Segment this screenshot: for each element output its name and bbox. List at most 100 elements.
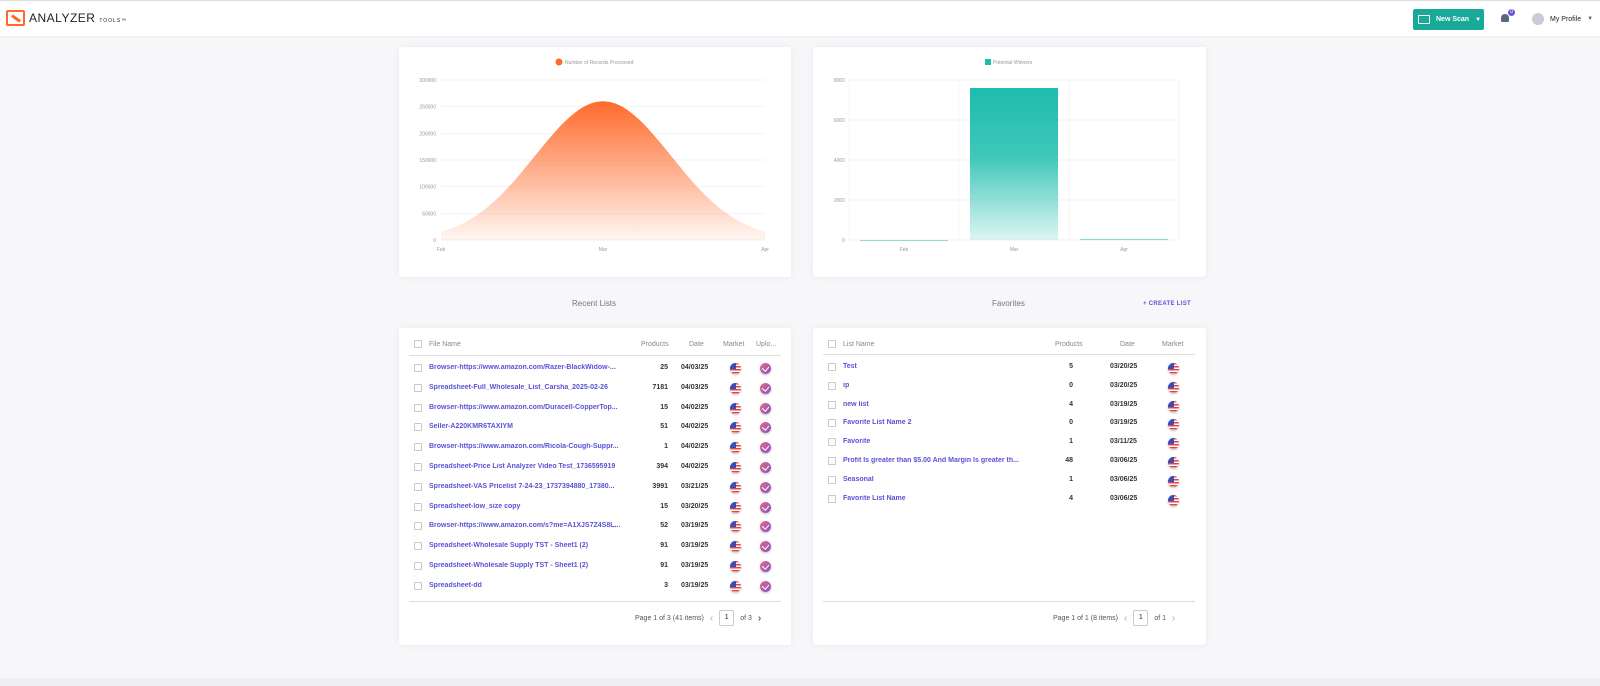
row-checkbox[interactable] <box>414 463 422 471</box>
table-row[interactable]: Browser-https://www.amazon.com/Duracell-… <box>399 402 791 416</box>
uploaded-check-icon <box>760 442 771 454</box>
file-name-link[interactable]: Spreadsheet-Full_Wholesale_List_Carsha_2… <box>429 383 608 391</box>
row-checkbox[interactable] <box>828 419 836 428</box>
table-row[interactable]: Spreadsheet-Price List Analyzer Video Te… <box>399 461 791 475</box>
table-row[interactable]: Browser-https://www.amazon.com/s?me=A1XJ… <box>399 520 791 534</box>
file-name-link[interactable]: Spreadsheet-Price List Analyzer Video Te… <box>429 463 616 470</box>
products-count: 1 <box>664 443 668 451</box>
us-flag-icon <box>730 363 741 374</box>
select-all-checkbox[interactable] <box>828 340 836 348</box>
page-input[interactable]: 1 <box>1133 610 1149 626</box>
file-name-link[interactable]: Browser-https://www.amazon.com/s?me=A1XJ… <box>429 522 621 530</box>
page-input[interactable]: 1 <box>719 610 735 626</box>
list-name-link[interactable]: Favorite List Name <box>843 494 906 502</box>
legend-swatch <box>985 59 991 65</box>
row-checkbox[interactable] <box>828 438 836 447</box>
file-name-link[interactable]: Seller-A220KMR6TAXIYM <box>429 423 513 431</box>
table-row[interactable]: ip 0 03/20/25 <box>813 380 1206 394</box>
bar <box>1080 239 1168 241</box>
profile-menu[interactable]: My Profile ▼ <box>1532 13 1593 25</box>
app-logo[interactable]: ANALYZER TOOLS™ <box>6 10 127 26</box>
table-row[interactable]: Favorite 1 03/11/25 <box>813 436 1206 450</box>
table-row[interactable]: Profit Is greater than $5.00 And Margin … <box>813 455 1206 469</box>
create-list-button[interactable]: + CREATE LIST <box>1143 301 1191 307</box>
row-checkbox[interactable] <box>414 443 422 452</box>
row-checkbox[interactable] <box>414 581 422 590</box>
file-name-link[interactable]: Spreadsheet-VAS Pricelist 7-24-23_173739… <box>429 482 615 490</box>
records-area-chart: Number of Records Processed 300000 250000 2… <box>419 58 769 253</box>
file-name-link[interactable]: Spreadsheet-Wholesale Supply TST - Sheet… <box>429 562 589 569</box>
column-header-market[interactable]: Market <box>723 341 745 348</box>
file-name-link[interactable]: Spreadsheet-low_size copy <box>429 502 521 510</box>
column-header-uploaded[interactable]: Uplo... <box>756 341 777 348</box>
bell-icon[interactable] <box>1500 13 1510 24</box>
y-tick-label: 4000 <box>834 158 845 164</box>
chevron-left-icon[interactable]: ‹ <box>709 612 714 624</box>
column-header-date[interactable]: Date <box>689 341 704 348</box>
pager-summary: Page 1 of 1 (8 items) <box>1053 614 1118 622</box>
bar <box>970 88 1058 240</box>
table-row[interactable]: Favorite List Name 4 03/06/25 <box>813 493 1206 507</box>
row-checkbox[interactable] <box>414 403 422 412</box>
row-checkbox[interactable] <box>414 423 422 432</box>
column-header-list-name[interactable]: List Name <box>843 341 875 348</box>
table-row[interactable]: Spreadsheet-Wholesale Supply TST - Sheet… <box>399 560 791 574</box>
row-checkbox[interactable] <box>414 542 422 551</box>
new-scan-button[interactable]: New Scan ▼ <box>1413 9 1484 30</box>
list-name-link[interactable]: ip <box>843 381 850 389</box>
table-row[interactable]: Seller-A220KMR6TAXIYM 51 04/02/25 <box>399 421 791 435</box>
row-checkbox[interactable] <box>414 562 422 570</box>
row-checkbox[interactable] <box>414 522 422 531</box>
list-name-link[interactable]: Favorite List Name 2 <box>843 419 912 427</box>
select-all-checkbox[interactable] <box>414 340 422 348</box>
column-header-file-name[interactable]: File Name <box>429 341 461 348</box>
file-name-link[interactable]: Browser-https://www.amazon.com/Razer-Bla… <box>429 364 616 371</box>
file-name-link[interactable]: Spreadsheet-Wholesale Supply TST - Sheet… <box>429 542 589 550</box>
table-row[interactable]: Spreadsheet-dd 3 03/19/25 <box>399 580 791 594</box>
x-tick-label: Apr <box>1120 247 1128 253</box>
table-row[interactable]: Spreadsheet-VAS Pricelist 7-24-23_173739… <box>399 481 791 495</box>
row-checkbox[interactable] <box>414 364 422 372</box>
table-row[interactable]: new list 4 03/19/25 <box>813 399 1206 413</box>
table-row[interactable]: Spreadsheet-Wholesale Supply TST - Sheet… <box>399 540 791 554</box>
chart-legend: Number of Records Processed <box>555 58 634 66</box>
list-name-link[interactable]: Seasonal <box>843 475 874 483</box>
list-name-link[interactable]: Profit Is greater than $5.00 And Margin … <box>843 457 1019 464</box>
row-checkbox[interactable] <box>828 363 836 371</box>
chevron-left-icon[interactable]: ‹ <box>1123 612 1128 624</box>
row-checkbox[interactable] <box>828 381 836 390</box>
row-checkbox[interactable] <box>828 457 836 465</box>
row-date: 03/19/25 <box>681 562 709 569</box>
products-count: 5 <box>1069 363 1073 370</box>
file-name-link[interactable]: Browser-https://www.amazon.com/Duracell-… <box>429 403 618 411</box>
row-checkbox[interactable] <box>828 494 836 503</box>
row-checkbox[interactable] <box>828 400 836 409</box>
us-flag-icon <box>730 422 741 434</box>
recent-lists-title: Recent Lists <box>572 299 617 308</box>
footer-divider <box>823 601 1195 602</box>
row-checkbox[interactable] <box>414 482 422 491</box>
file-name-link[interactable]: Browser-https://www.amazon.com/Ricola-Co… <box>429 443 619 451</box>
list-name-link[interactable]: new list <box>843 400 869 408</box>
table-row[interactable]: Test 5 03/20/25 <box>813 361 1206 375</box>
products-count: 3 <box>664 581 668 589</box>
list-name-link[interactable]: Favorite <box>843 438 871 446</box>
column-header-products[interactable]: Products <box>641 341 669 348</box>
column-header-products[interactable]: Products <box>1055 341 1083 348</box>
table-row[interactable]: Spreadsheet-Full_Wholesale_List_Carsha_2… <box>399 382 791 396</box>
row-checkbox[interactable] <box>828 475 836 484</box>
chevron-right-icon[interactable]: › <box>1172 612 1176 624</box>
column-header-date[interactable]: Date <box>1120 341 1135 348</box>
row-checkbox[interactable] <box>414 502 422 511</box>
column-header-market[interactable]: Market <box>1162 341 1184 348</box>
table-row[interactable]: Browser-https://www.amazon.com/Ricola-Co… <box>399 441 791 455</box>
list-name-link[interactable]: Test <box>843 363 857 370</box>
us-flag-icon <box>1168 419 1179 431</box>
table-row[interactable]: Favorite List Name 2 0 03/19/25 <box>813 417 1206 431</box>
row-checkbox[interactable] <box>414 383 422 392</box>
table-row[interactable]: Browser-https://www.amazon.com/Razer-Bla… <box>399 362 791 376</box>
table-row[interactable]: Seasonal 1 03/06/25 <box>813 474 1206 488</box>
file-name-link[interactable]: Spreadsheet-dd <box>429 581 482 589</box>
table-row[interactable]: Spreadsheet-low_size copy 15 03/20/25 <box>399 501 791 515</box>
chevron-right-icon[interactable]: › <box>757 612 762 624</box>
